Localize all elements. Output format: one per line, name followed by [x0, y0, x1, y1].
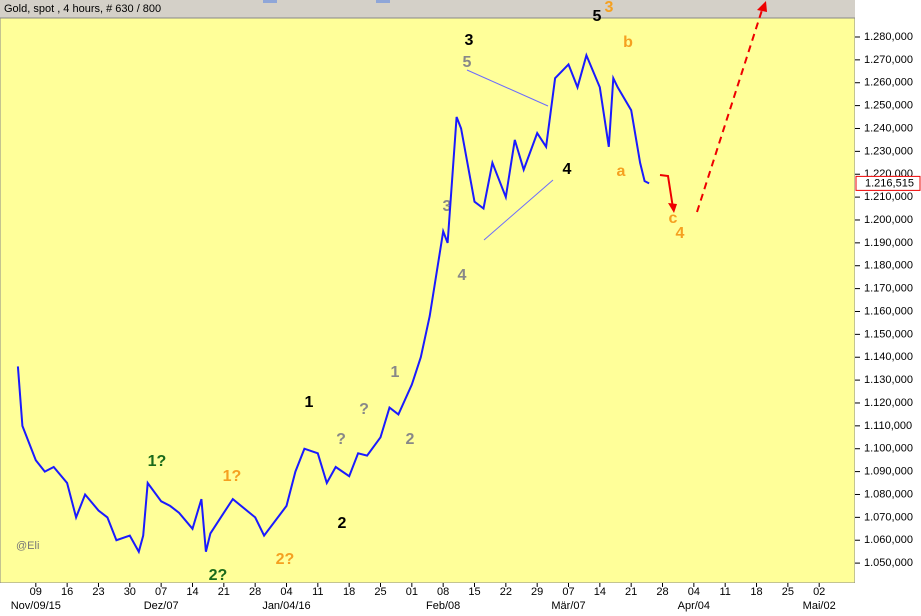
tab	[376, 0, 390, 3]
x-month-label: Jan/04/16	[262, 600, 310, 612]
x-tick-label: 21	[218, 586, 230, 598]
y-tick-label: 1.100,000	[864, 443, 913, 455]
x-tick-label: 11	[719, 586, 730, 598]
wave-label: 2	[406, 431, 415, 448]
y-tick-label: 1.070,000	[864, 511, 913, 523]
y-tick-label: 1.230,000	[864, 145, 913, 157]
x-tick-label: 09	[30, 586, 42, 598]
x-month-label: Mär/07	[551, 600, 585, 612]
x-axis-area	[0, 583, 855, 616]
chart-title: Gold, spot , 4 hours, # 630 / 800	[4, 3, 161, 15]
y-tick-label: 1.210,000	[864, 191, 913, 203]
x-tick-label: 04	[280, 586, 292, 598]
x-month-label: Dez/07	[144, 600, 179, 612]
wave-label: 2	[338, 515, 347, 532]
y-tick-label: 1.170,000	[864, 283, 913, 295]
y-tick-label: 1.120,000	[864, 397, 913, 409]
y-tick-label: 1.140,000	[864, 351, 913, 363]
x-tick-label: 08	[437, 586, 449, 598]
last-price-box	[855, 175, 921, 191]
y-axis-area	[855, 0, 921, 616]
y-tick-label: 1.090,000	[864, 466, 913, 478]
wave-label: ?	[336, 431, 346, 448]
triangle-line	[466, 69, 549, 107]
wave-label: 3	[443, 198, 452, 215]
wave-label: 2?	[276, 551, 295, 568]
x-tick-label: 23	[92, 586, 104, 598]
small-arrow	[659, 174, 674, 209]
x-tick-label: 02	[813, 586, 825, 598]
tab	[263, 0, 277, 3]
wave-label: 4	[563, 161, 572, 178]
x-month-label: Apr/04	[678, 600, 710, 612]
wave-label: 5	[593, 8, 602, 25]
x-tick-label: 14	[186, 586, 198, 598]
x-tick-label: 22	[500, 586, 512, 598]
y-tick-label: 1.160,000	[864, 305, 913, 317]
y-tick-label: 1.060,000	[864, 534, 913, 546]
annotations-shapes	[466, 1, 767, 241]
x-month-label: Mai/02	[803, 600, 836, 612]
x-tick-label: 11	[312, 586, 323, 598]
y-tick-label: 1.050,000	[864, 557, 913, 569]
y-tick-label: 1.190,000	[864, 237, 913, 249]
wave-label: c	[669, 210, 678, 227]
x-tick-label: 18	[343, 586, 355, 598]
wave-label: 4	[458, 267, 467, 284]
y-tick-label: 1.080,000	[864, 488, 913, 500]
wave-label: 4	[676, 225, 685, 242]
price-line	[16, 52, 650, 555]
x-tick-label: 07	[155, 586, 167, 598]
y-tick-label: 1.130,000	[864, 374, 913, 386]
wave-label: 2?	[209, 567, 228, 584]
y-tick-label: 1.110,000	[864, 420, 912, 432]
y-tick-label: 1.200,000	[864, 214, 913, 226]
wave-label: 1?	[148, 453, 167, 470]
x-month-label: Feb/08	[426, 600, 460, 612]
y-tick-label: 1.150,000	[864, 328, 913, 340]
x-tick-label: 25	[782, 586, 794, 598]
plot-area	[0, 17, 856, 584]
x-tick-label: 18	[750, 586, 762, 598]
wave-label: a	[617, 163, 626, 180]
x-tick-label: 01	[406, 586, 418, 598]
arrow-head	[757, 1, 767, 12]
triangle-line	[483, 179, 554, 241]
wave-label: 1	[305, 394, 314, 411]
wave-label: 1	[391, 364, 400, 381]
wave-label: 5	[463, 54, 472, 71]
wave-label: 3	[605, 0, 614, 16]
x-tick-label: 14	[594, 586, 606, 598]
y-tick-label: 1.270,000	[864, 54, 913, 66]
x-month-label: Nov/09/15	[11, 600, 61, 612]
x-tick-label: 28	[656, 586, 668, 598]
x-tick-label: 30	[124, 586, 136, 598]
y-tick-label: 1.240,000	[864, 122, 913, 134]
x-tick-label: 04	[688, 586, 700, 598]
wave-label: 1?	[223, 468, 242, 485]
x-tick-label: 28	[249, 586, 261, 598]
x-tick-label: 07	[562, 586, 574, 598]
x-tick-label: 21	[625, 586, 637, 598]
x-tick-label: 29	[531, 586, 543, 598]
wave-label: ?	[359, 401, 369, 418]
arrow-head	[668, 203, 677, 213]
last-price-label: 1.216,515	[865, 177, 914, 189]
wave-label: b	[623, 34, 633, 51]
watermark: @Eli	[16, 540, 39, 552]
y-tick-label: 1.280,000	[864, 31, 913, 43]
x-tick-label: 25	[374, 586, 386, 598]
y-tick-label: 1.260,000	[864, 77, 913, 89]
x-tick-label: 16	[61, 586, 73, 598]
wave-label: 3	[465, 32, 474, 49]
x-tick-label: 15	[468, 586, 480, 598]
y-tick-label: 1.250,000	[864, 100, 913, 112]
y-tick-label: 1.180,000	[864, 260, 913, 272]
